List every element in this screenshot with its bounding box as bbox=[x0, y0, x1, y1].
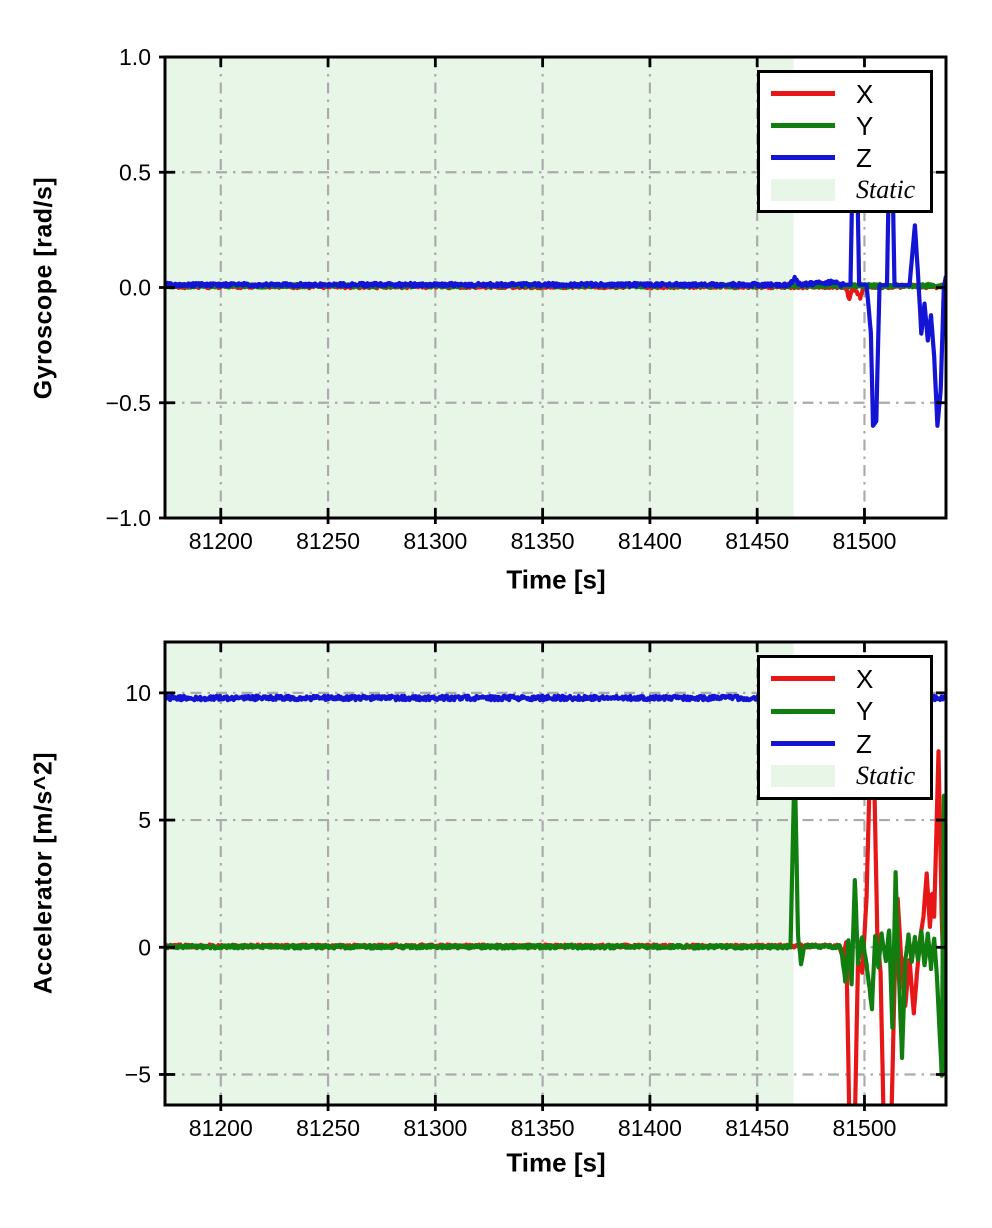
y-series-swatch bbox=[771, 123, 835, 128]
y-series-swatch bbox=[771, 708, 835, 714]
x-tick-label: 81350 bbox=[511, 1115, 575, 1141]
legend-item-z: Z bbox=[760, 142, 930, 173]
legend-label-z: Z bbox=[856, 728, 872, 759]
legend-item-static: Static bbox=[760, 174, 930, 205]
x-tick-label: 81200 bbox=[189, 1115, 253, 1141]
accelerator-x-axis-label: Time [s] bbox=[506, 1147, 606, 1178]
legend-label-x: X bbox=[856, 663, 874, 694]
legend-label-static: Static bbox=[856, 174, 916, 204]
y-tick-label: 0.5 bbox=[119, 159, 151, 185]
x-series-swatch bbox=[771, 676, 835, 682]
x-tick-label: 81250 bbox=[296, 1115, 360, 1141]
legend-label-static: Static bbox=[856, 761, 916, 791]
x-tick-label: 81300 bbox=[403, 528, 467, 554]
accelerator-legend: X Y Z Static bbox=[757, 655, 933, 800]
accelerator-y-axis-label: Accelerator [m/s^2] bbox=[29, 751, 58, 995]
legend-label-x: X bbox=[856, 78, 874, 109]
gyroscope-y-axis-label: Gyroscope [rad/s] bbox=[29, 176, 58, 400]
y-tick-label: 0 bbox=[138, 934, 151, 960]
gyroscope-x-axis-label: Time [s] bbox=[506, 564, 606, 595]
x-tick-label: 81200 bbox=[189, 528, 253, 554]
legend-item-x: X bbox=[760, 78, 930, 109]
accelerator-plot-svg: 81200 81250 81300 81350 81400 81450 81500 10 5 0 −… bbox=[125, 640, 948, 1141]
y-tick-label: −5 bbox=[125, 1061, 151, 1087]
x-tick-label: 81500 bbox=[832, 528, 896, 554]
x-tick-label: 81300 bbox=[403, 1115, 467, 1141]
gyroscope-series-z bbox=[165, 158, 946, 428]
x-tick-label: 81250 bbox=[296, 528, 360, 554]
static-region-swatch bbox=[771, 765, 835, 788]
x-tick-label: 81400 bbox=[618, 1115, 682, 1141]
static-region-swatch bbox=[771, 178, 835, 201]
legend-item-y: Y bbox=[760, 696, 930, 727]
accelerator-static-region bbox=[165, 642, 794, 1105]
legend-item-static: Static bbox=[760, 761, 930, 792]
x-tick-label: 81350 bbox=[511, 528, 575, 554]
x-series-swatch bbox=[771, 91, 835, 96]
x-tick-label: 81500 bbox=[832, 1115, 896, 1141]
y-tick-label: −0.5 bbox=[106, 390, 151, 416]
gyroscope-chart: 81200 81250 81300 81350 81400 81450 81500 1.0 0.… bbox=[29, 44, 948, 595]
z-series-swatch bbox=[771, 155, 835, 160]
accelerator-plot-border bbox=[163, 640, 948, 1107]
legend-item-x: X bbox=[760, 663, 930, 694]
z-series-swatch bbox=[771, 741, 835, 747]
legend-item-y: Y bbox=[760, 110, 930, 141]
y-tick-label: 5 bbox=[138, 807, 151, 833]
x-tick-label: 81450 bbox=[725, 528, 789, 554]
accelerator-chart: 81200 81250 81300 81350 81400 81450 81500 10 5 0 −… bbox=[0, 614, 992, 1228]
y-tick-label: 10 bbox=[125, 680, 151, 706]
y-tick-label: −1.0 bbox=[106, 505, 151, 531]
x-tick-label: 81450 bbox=[725, 1115, 789, 1141]
x-tick-label: 81400 bbox=[618, 528, 682, 554]
legend-label-y: Y bbox=[856, 696, 874, 727]
y-tick-label: 1.0 bbox=[119, 44, 151, 70]
gyroscope-legend: X Y Z Static bbox=[757, 70, 933, 213]
legend-label-y: Y bbox=[856, 110, 874, 141]
legend-item-z: Z bbox=[760, 728, 930, 759]
gyroscope-plot-svg: 81200 81250 81300 81350 81400 81450 81500 1.0 0.… bbox=[106, 44, 948, 554]
legend-label-z: Z bbox=[856, 142, 872, 173]
accelerator-series-y bbox=[165, 758, 946, 1078]
y-tick-label: 0.0 bbox=[119, 275, 151, 301]
